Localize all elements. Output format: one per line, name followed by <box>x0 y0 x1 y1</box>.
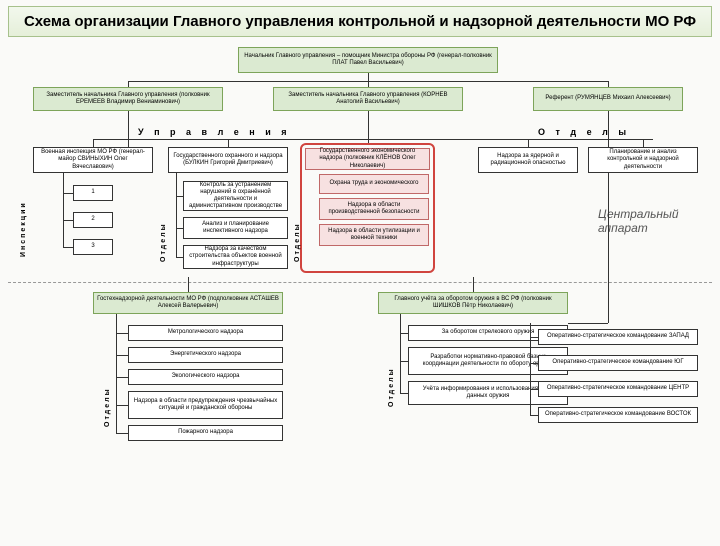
lowL-b: Энергетического надзора <box>128 347 283 363</box>
red-c: Надзора в области утилизации и военной т… <box>319 224 429 246</box>
red-b: Надзора в области производственной безоп… <box>319 198 429 220</box>
referent: Референт (РУМЯНЦЕВ Михаил Алексеевич) <box>533 87 683 111</box>
lowL-e: Пожарного надзора <box>128 425 283 441</box>
col1-head: Военная инспекция МО РФ (генерал-майор С… <box>33 147 153 173</box>
col2-b: Анализ и планирование инспективного надз… <box>183 217 288 239</box>
osk-d: Оперативно-стратегическое командование В… <box>538 407 698 423</box>
caption: Центральный аппарат <box>598 207 679 235</box>
osk-a: Оперативно-стратегическое командование З… <box>538 329 698 345</box>
lowL-a: Метрологического надзора <box>128 325 283 341</box>
band-left: У п р а в л е н и я <box>138 127 291 137</box>
side-l3: Отделы <box>294 182 301 262</box>
col2-a: Контроль за устранением нарушений в охра… <box>183 181 288 211</box>
side-l2: Отделы <box>160 182 167 262</box>
col2-c: Надзора за качеством строительства объек… <box>183 245 288 269</box>
page-title: Схема организации Главного управления ко… <box>8 6 712 37</box>
org-chart: Начальник Главного управления – помощник… <box>8 47 712 527</box>
side-b2: Отделы <box>388 337 395 407</box>
side-l1: Инспекции <box>20 177 27 257</box>
col4: Надзора за ядерной и радиационной опасно… <box>478 147 578 173</box>
red-head: Государственного экономического надзора … <box>305 148 430 170</box>
col5: Планирование и анализ контрольной и надз… <box>588 147 698 173</box>
lowL-head: Гостехнадзорной деятельности МО РФ (подп… <box>93 292 283 314</box>
divider <box>8 282 712 283</box>
osk-c: Оперативно-стратегическое командование Ц… <box>538 381 698 397</box>
col1-n3: 3 <box>73 239 113 255</box>
band-right: О т д е л ы <box>538 127 630 137</box>
col1-n1: 1 <box>73 185 113 201</box>
col2-head: Государственного охранного и надзора (БУ… <box>168 147 288 173</box>
red-a: Охрана труда и экономического <box>319 174 429 194</box>
lowL-d: Надзора в области предупреждения чрезвыч… <box>128 391 283 419</box>
col1-n2: 2 <box>73 212 113 228</box>
lowR-head: Главного учёта за оборотом оружия в ВС Р… <box>378 292 568 314</box>
head-node: Начальник Главного управления – помощник… <box>238 47 498 73</box>
deputy-1: Заместитель начальника Главного управлен… <box>33 87 223 111</box>
osk-b: Оперативно-стратегическое командование Ю… <box>538 355 698 371</box>
red-group: Государственного экономического надзора … <box>300 143 435 273</box>
lowL-c: Экологического надзора <box>128 369 283 385</box>
side-b1: Отделы <box>104 347 111 427</box>
deputy-2: Заместитель начальника Главного управлен… <box>273 87 463 111</box>
